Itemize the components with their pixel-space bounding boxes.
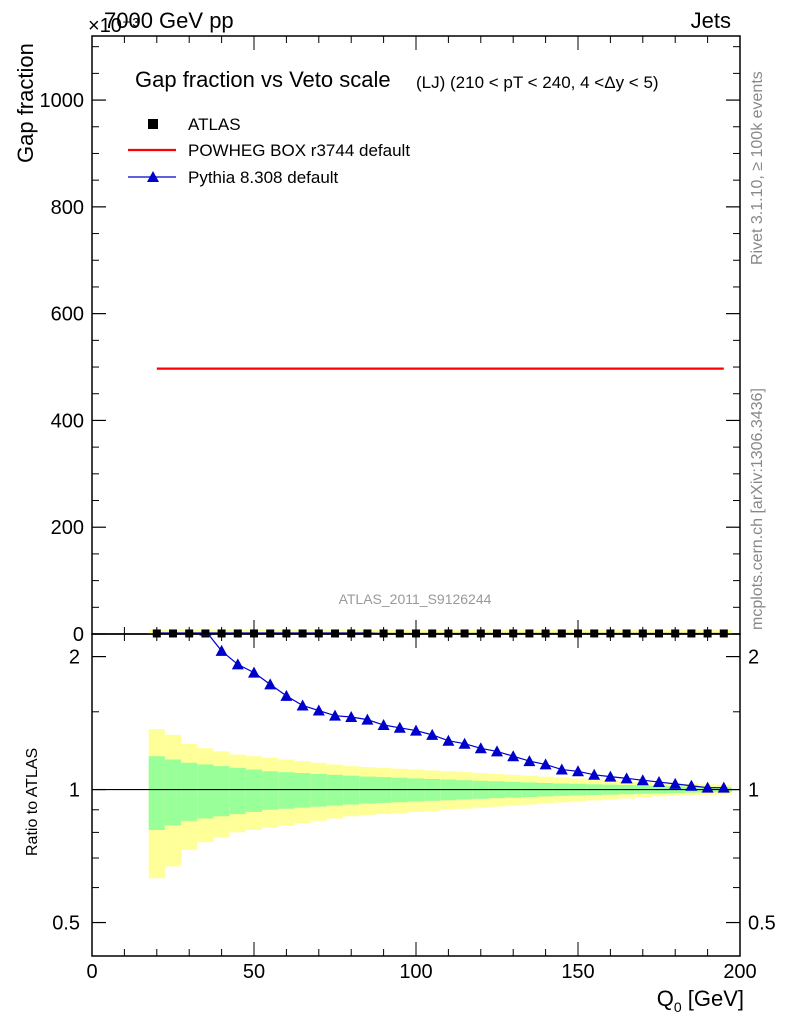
pythia-ratio-group (199, 634, 730, 793)
legend-pythia-marker (147, 171, 159, 182)
green-band (148, 756, 165, 830)
lower-x-axis: 0 50 100 150 200 (86, 634, 757, 983)
pythia-ratio-point (604, 770, 617, 782)
green-band (164, 759, 182, 826)
pythia-ratio-point (685, 779, 698, 791)
pythia-ratio-point (491, 745, 503, 757)
x-tick-label: 100 (399, 961, 432, 983)
x-tick-label: 50 (243, 961, 265, 983)
y-tick-label: 1000 (40, 90, 85, 112)
y-tick-label: 400 (51, 410, 84, 432)
pythia-ratio-point (329, 709, 341, 721)
pythia-ratio-point (555, 763, 568, 775)
ratio-y-tick-label-right: 2 (748, 647, 759, 669)
pythia-ratio-point (507, 750, 520, 762)
green-band (294, 773, 311, 808)
ratio-y-tick-label-right: 1 (748, 780, 759, 802)
y-tick-label: 800 (51, 197, 84, 219)
pythia-ratio-point (442, 734, 455, 746)
lower-series-layer (199, 634, 730, 793)
legend-entry-label: ATLAS (188, 115, 241, 134)
upper-panel: 0 200 400 600 800 1000 Gap fraction Gap fract… (13, 35, 741, 646)
legend-entry-label: POWHEG BOX r3744 default (188, 141, 410, 160)
pythia-ratio-point (361, 713, 374, 725)
green-band (278, 772, 295, 809)
process-label: Jets (691, 8, 731, 33)
pythia-ratio-point (296, 699, 309, 711)
pythia-ratio-point (458, 737, 471, 749)
ratio-y-tick-label: 0.5 (52, 913, 80, 935)
x-tick-label: 200 (723, 961, 756, 983)
chart-title: Gap fraction vs Veto scale (135, 67, 391, 92)
x-tick-label: 150 (561, 961, 594, 983)
pythia-ratio-point (248, 666, 260, 678)
x-axis-label: Q0 [GeV] (657, 986, 744, 1015)
analysis-id-label: ATLAS_2011_S9126244 (339, 591, 492, 607)
green-band (197, 764, 214, 819)
pythia-ratio-point (280, 689, 293, 701)
y-tick-label: 0 (73, 624, 84, 646)
pythia-ratio-point (620, 772, 633, 784)
pythia-ratio-point (264, 678, 277, 690)
pythia-ratio-point (231, 658, 244, 670)
pythia-ratio-point (701, 781, 714, 793)
pythia-ratio-point (345, 710, 358, 722)
pythia-ratio-point (539, 758, 552, 770)
pythia-ratio-point (636, 774, 649, 786)
pythia-ratio-point (669, 777, 682, 789)
legend: ATLAS POWHEG BOX r3744 default Pythia 8.30… (128, 115, 410, 187)
pythia-ratio-point (426, 728, 439, 740)
uncertainty-bands (148, 729, 732, 879)
ratio-y-tick-label-right: 0.5 (748, 913, 776, 935)
legend-entry-label: Pythia 8.308 default (188, 168, 339, 187)
pythia-ratio-point (474, 742, 487, 754)
legend-atlas-marker (148, 119, 158, 129)
lower-y-axis: 0.5 0.5 1 1 2 2 (52, 647, 776, 935)
pythia-ratio-point (312, 704, 325, 716)
x-tick-label: 0 (86, 961, 97, 983)
pythia-ratio-point (588, 768, 601, 780)
green-band (229, 767, 246, 815)
pythia-ratio-point (377, 719, 390, 731)
pythia-ratio-point (572, 765, 584, 777)
green-band (326, 774, 344, 806)
exponent-label: ×10⁻³ (88, 15, 139, 37)
pythia-ratio-point (215, 644, 228, 656)
y-tick-label: 600 (51, 304, 84, 326)
lower-y-axis-label: Ratio to ATLAS (24, 748, 41, 856)
upper-y-axis-label: Gap fraction (13, 43, 38, 163)
side-mcplots-label: mcplots.cern.ch [arXiv:1306.3436] (749, 388, 766, 630)
side-rivet-label: Rivet 3.1.10, ≥ 100k events (749, 71, 766, 265)
green-band (181, 762, 198, 821)
pythia-ratio-point (523, 755, 536, 767)
pythia-ratio-point (653, 776, 665, 788)
upper-band (148, 629, 732, 634)
green-band (262, 771, 279, 810)
lower-panel: 0.5 0.5 1 1 2 2 0 50 100 150 200 Ratio to ATLAS Q… (24, 633, 776, 1015)
energy-label: 7000 GeV pp (104, 8, 234, 33)
ratio-y-tick-label: 2 (69, 647, 80, 669)
pythia-ratio-point (393, 721, 406, 733)
y-tick-label: 200 (51, 517, 84, 539)
pythia-ratio-point (410, 724, 422, 736)
green-band (245, 769, 263, 812)
green-band (213, 766, 230, 817)
ratio-y-tick-label: 1 (69, 780, 80, 802)
chart-subtitle: (LJ) (210 < pT < 240, 4 <Δy < 5) (416, 73, 659, 92)
upper-y-axis: 0 200 400 600 800 1000 (40, 46, 740, 646)
green-band (310, 773, 327, 807)
